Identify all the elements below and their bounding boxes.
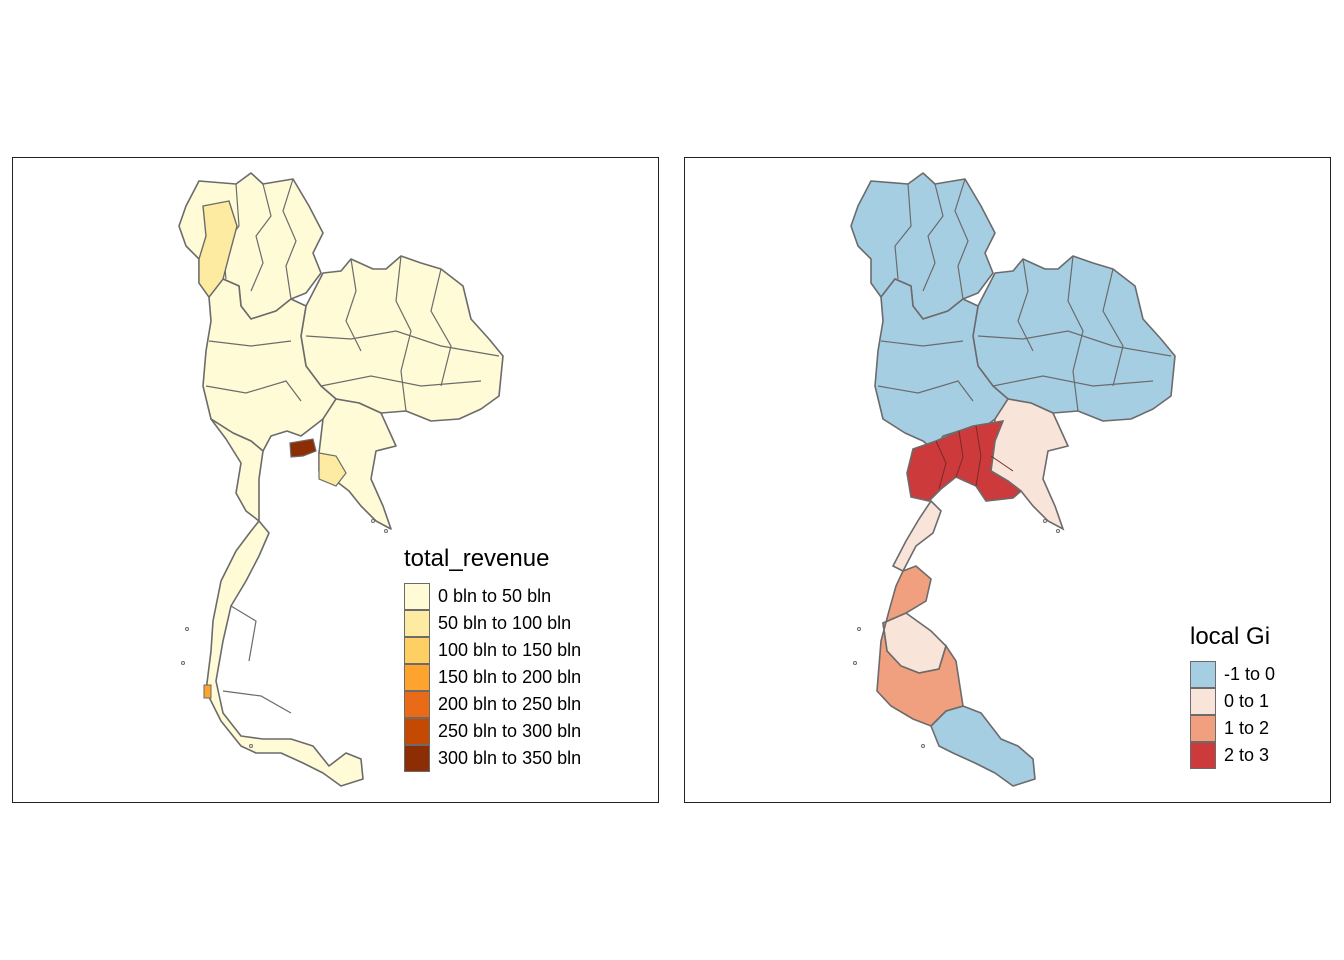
legend-swatch [1190, 661, 1216, 688]
region-highlight-bangkok [289, 438, 317, 458]
legend-label: 1 to 2 [1224, 718, 1270, 738]
legend-swatch [1190, 742, 1216, 769]
legend-label: 250 bln to 300 bln [438, 721, 582, 741]
choropleth-map-total-revenue [178, 172, 504, 787]
legend-item: 200 bln to 250 bln [404, 691, 581, 718]
legend-items: -1 to 0 0 to 1 1 to 2 2 to 3 [1190, 661, 1275, 769]
legend-swatch [404, 718, 430, 745]
map-panel-total-revenue: total_revenue 0 bln to 50 bln 50 bln to 1… [12, 157, 659, 803]
region-highlight-east [318, 452, 347, 487]
legend-item: 300 bln to 350 bln [404, 745, 581, 772]
legend-local-gi: local Gi -1 to 0 0 to 1 1 to 2 2 to 3 [1190, 623, 1275, 769]
legend-item: 0 bln to 50 bln [404, 583, 581, 610]
legend-item: 50 bln to 100 bln [404, 610, 581, 637]
legend-item: -1 to 0 [1190, 661, 1275, 688]
map-panel-local-gi: local Gi -1 to 0 0 to 1 1 to 2 2 to 3 [684, 157, 1331, 803]
region-gi-high-central [906, 419, 1023, 502]
legend-swatch [404, 745, 430, 772]
region-west [210, 418, 264, 522]
legend-label: 200 bln to 250 bln [438, 694, 582, 714]
legend-swatch [404, 691, 430, 718]
legend-label: 0 bln to 50 bln [438, 586, 552, 606]
legend-item: 0 to 1 [1190, 688, 1275, 715]
legend-label: 0 to 1 [1224, 691, 1270, 711]
legend-item: 1 to 2 [1190, 715, 1275, 742]
legend-label: 100 bln to 150 bln [438, 640, 582, 660]
legend-title: total_revenue [404, 545, 550, 572]
legend-title: local Gi [1190, 623, 1271, 650]
region-south [205, 520, 364, 787]
legend-label: 2 to 3 [1224, 745, 1270, 765]
legend-total-revenue: total_revenue 0 bln to 50 bln 50 bln to 1… [404, 545, 581, 772]
legend-label: 50 bln to 100 bln [438, 613, 572, 633]
legend-swatch [404, 637, 430, 664]
legend-label: -1 to 0 [1224, 664, 1276, 684]
legend-swatch [1190, 688, 1216, 715]
legend-item: 250 bln to 300 bln [404, 718, 581, 745]
legend-label: 150 bln to 200 bln [438, 667, 582, 687]
region-north [178, 172, 324, 320]
legend-item: 100 bln to 150 bln [404, 637, 581, 664]
region-highlight-northwest [198, 200, 238, 299]
legend-item: 2 to 3 [1190, 742, 1275, 769]
choropleth-map-local-gi [850, 172, 1176, 787]
region-highlight-phuket [203, 684, 212, 699]
region-gi-low-west [891, 499, 942, 573]
legend-swatch [404, 664, 430, 691]
legend-item: 150 bln to 200 bln [404, 664, 581, 691]
region-gi-mid-south [876, 565, 964, 727]
legend-label: 300 bln to 350 bln [438, 748, 582, 768]
region-south-lower [930, 705, 1036, 787]
legend-swatch [404, 610, 430, 637]
region-north [850, 172, 996, 320]
legend-swatch [404, 583, 430, 610]
legend-items: 0 bln to 50 bln 50 bln to 100 bln 100 bln … [404, 583, 581, 772]
legend-swatch [1190, 715, 1216, 742]
